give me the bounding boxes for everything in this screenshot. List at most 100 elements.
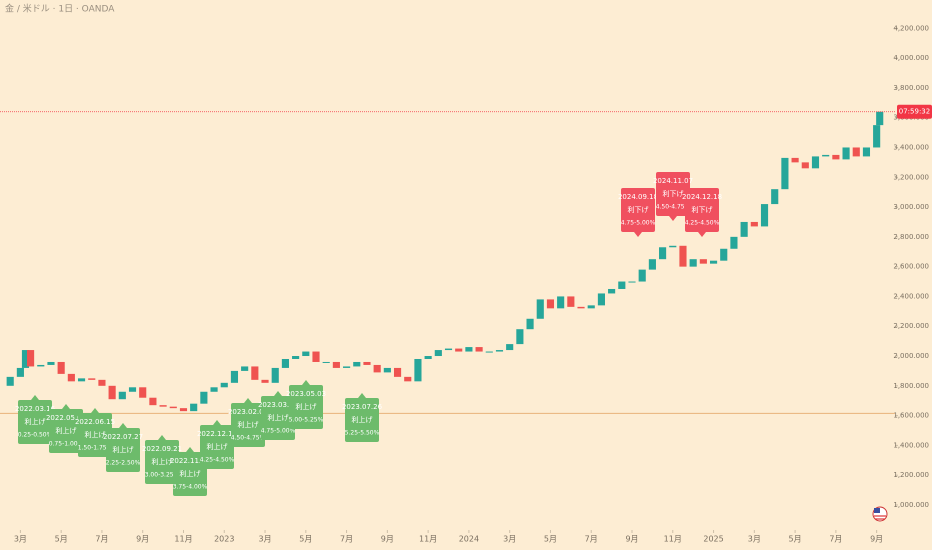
candle (455, 348, 463, 352)
candle (200, 391, 208, 404)
annotation-pointer (698, 232, 706, 237)
candle (689, 259, 697, 267)
annotation-date: 2023.07.26 (342, 403, 383, 411)
annotation-box (173, 452, 207, 496)
candle (190, 403, 198, 412)
x-tick-label: 2025 (703, 535, 723, 544)
candle (495, 350, 504, 352)
annotation-pointer (91, 408, 99, 413)
annotation: 2022.09.21 利上げ 3.00-3.25% (142, 435, 182, 484)
annotation: 2023.07.26 利上げ 5.25-5.50% (342, 393, 383, 442)
candle (37, 364, 45, 367)
candle (876, 111, 884, 126)
annotation-event: 利下げ (628, 205, 649, 214)
annotation-date: 2022.09.21 (142, 445, 182, 453)
candle (638, 269, 646, 282)
annotation-rate: 0.25-0.50% (18, 432, 53, 439)
y-tick-label: 2,800.000 (893, 233, 929, 241)
x-tick-label: 3月 (258, 535, 271, 544)
candle (57, 361, 65, 374)
annotation-event: 利上げ (85, 430, 106, 439)
candle (27, 350, 35, 367)
x-tick-label: 5月 (789, 535, 802, 544)
y-tick-label: 1,200.000 (893, 471, 929, 479)
annotation: 2024.12.18 利下げ 4.25-4.50% (682, 188, 722, 237)
y-tick-label: 1,600.000 (893, 412, 929, 420)
candle (332, 361, 340, 368)
annotation-event: 利上げ (296, 402, 317, 411)
y-tick-label: 3,400.000 (893, 143, 929, 151)
candle (608, 288, 616, 294)
annotation-pointer (119, 423, 127, 428)
annotation-event: 利上げ (25, 417, 46, 426)
annotation: 2024.11.07 利下げ 4.50-4.75% (653, 172, 693, 221)
candle (465, 347, 473, 352)
y-tick-label: 4,000.000 (893, 54, 929, 62)
candle (597, 293, 605, 306)
x-tick-label: 9月 (625, 535, 638, 544)
candle (536, 299, 544, 319)
candle (47, 361, 55, 365)
annotation-event: 利下げ (663, 189, 684, 198)
annotation-rate: 3.00-3.25% (145, 472, 180, 479)
y-tick-label: 3,800.000 (893, 84, 929, 92)
candle (852, 147, 860, 157)
candle (149, 397, 157, 406)
annotation-event: 利上げ (152, 457, 173, 466)
x-tick-label: 3月 (503, 535, 516, 544)
annotation-box (289, 385, 323, 429)
candle (363, 361, 371, 365)
annotation-pointer (358, 393, 366, 398)
candle (434, 350, 442, 357)
candle (628, 281, 636, 283)
candle (67, 373, 75, 382)
candle (648, 259, 656, 270)
candle (444, 348, 453, 351)
candle (210, 387, 218, 392)
candle (811, 156, 820, 169)
candle (526, 318, 534, 330)
annotation-box (78, 413, 112, 457)
y-tick-label: 4,200.000 (893, 24, 929, 32)
candle (108, 385, 116, 400)
annotation-box (656, 172, 690, 216)
candle (546, 299, 555, 309)
annotation-rate: 4.50-4.75% (656, 204, 691, 211)
annotation-date: 2023.05.03 (286, 390, 326, 398)
annotation-pointer (213, 420, 221, 425)
candle (159, 405, 167, 407)
candle (251, 366, 259, 380)
candle (98, 379, 106, 386)
chart-title: 金 / 米ドル · 1日 · OANDA (5, 3, 115, 15)
candle (261, 379, 269, 383)
candle (312, 351, 320, 362)
candle (220, 382, 228, 388)
candle (88, 378, 96, 380)
annotation-date: 2024.12.18 (682, 193, 722, 201)
candle (730, 236, 738, 249)
annotation-pointer (302, 380, 310, 385)
candle (281, 358, 289, 368)
candle (393, 367, 402, 377)
x-tick-label: 5月 (544, 535, 557, 544)
x-tick-label: 7月 (95, 535, 108, 544)
candle (302, 351, 310, 357)
y-tick-label: 2,400.000 (893, 292, 929, 300)
annotation-rate: 4.25-4.50% (200, 457, 235, 464)
candle (720, 248, 728, 261)
candle (699, 259, 707, 264)
x-tick-label: 9月 (136, 535, 149, 544)
flag-icon (872, 506, 888, 522)
y-tick-label: 1,800.000 (893, 382, 929, 390)
annotation-box (345, 398, 379, 442)
candle (842, 147, 850, 160)
annotation-event: 利上げ (56, 426, 77, 435)
price-tag (897, 104, 932, 119)
x-tick-label: 11月 (174, 535, 192, 544)
candle (781, 157, 789, 190)
candle (760, 204, 769, 227)
annotation-pointer (634, 232, 642, 237)
candle (139, 387, 147, 398)
x-tick-label: 7月 (585, 535, 598, 544)
annotation-rate: 4.25-4.50% (685, 220, 720, 227)
